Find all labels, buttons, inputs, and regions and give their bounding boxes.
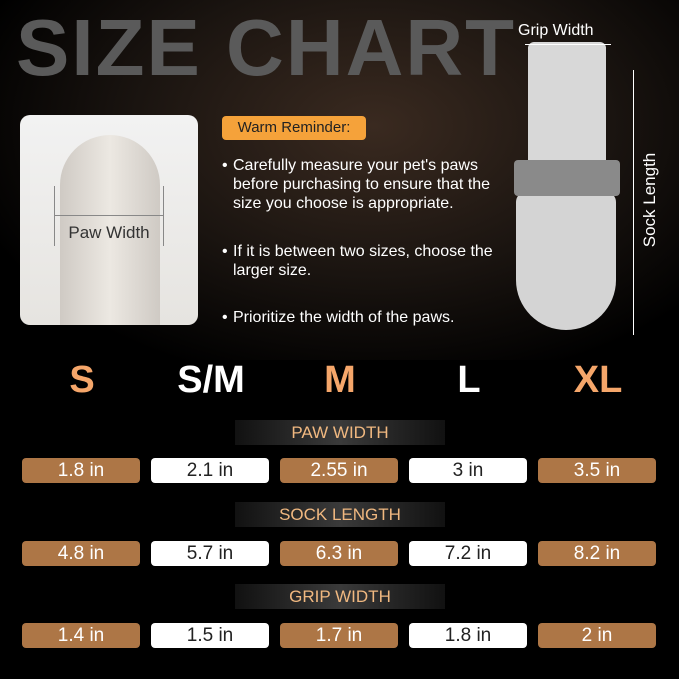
paw-image: Paw Width	[20, 115, 198, 325]
sock-cuff	[528, 42, 606, 172]
sock-foot	[516, 192, 616, 330]
table-cell: 1.8 in	[22, 458, 140, 483]
sock-strap	[514, 160, 620, 196]
table-cell: 2.55 in	[280, 458, 398, 483]
table-cell: 2 in	[538, 623, 656, 648]
size-m: M	[324, 359, 356, 401]
table-cell: 1.8 in	[409, 623, 527, 648]
table-section-header: SOCK LENGTH	[235, 502, 445, 527]
table-cell: 4.8 in	[22, 541, 140, 566]
bullet-text: If it is between two sizes, choose the l…	[233, 243, 493, 279]
table-cell: 6.3 in	[280, 541, 398, 566]
size-s: S	[69, 359, 95, 401]
table-section-header: GRIP WIDTH	[235, 584, 445, 609]
bullet-text: Carefully measure your pet's paws before…	[233, 157, 491, 212]
grip-width-label: Grip Width	[518, 22, 594, 39]
table-cell: 5.7 in	[151, 541, 269, 566]
size-sm: S/M	[177, 359, 245, 401]
table-cell: 3 in	[409, 458, 527, 483]
table-cell: 1.4 in	[22, 623, 140, 648]
reminder-bullet: • If it is between two sizes, choose the …	[222, 242, 502, 280]
sock-length-label: Sock Length	[640, 152, 659, 248]
grip-width-measure-line	[525, 44, 611, 45]
warm-reminder-badge: Warm Reminder:	[222, 116, 366, 140]
sock-length-measure-line	[633, 70, 634, 335]
table-cell: 1.5 in	[151, 623, 269, 648]
sock-image	[508, 42, 625, 330]
paw-width-measure-line	[54, 186, 164, 246]
paw-width-label: Paw Width	[68, 223, 150, 242]
table-cell: 1.7 in	[280, 623, 398, 648]
table-cell: 8.2 in	[538, 541, 656, 566]
table-cell: 2.1 in	[151, 458, 269, 483]
table-cell: 3.5 in	[538, 458, 656, 483]
size-xl: XL	[573, 359, 623, 401]
reminder-bullet: • Carefully measure your pet's paws befor…	[222, 156, 502, 213]
table-cell: 7.2 in	[409, 541, 527, 566]
table-section-header: PAW WIDTH	[235, 420, 445, 445]
size-l: L	[457, 359, 481, 401]
bullet-text: Prioritize the width of the paws.	[233, 309, 455, 326]
paw-shape	[60, 135, 160, 325]
page-title: SIZE CHART	[16, 3, 516, 92]
reminder-bullet: • Prioritize the width of the paws.	[222, 308, 502, 327]
